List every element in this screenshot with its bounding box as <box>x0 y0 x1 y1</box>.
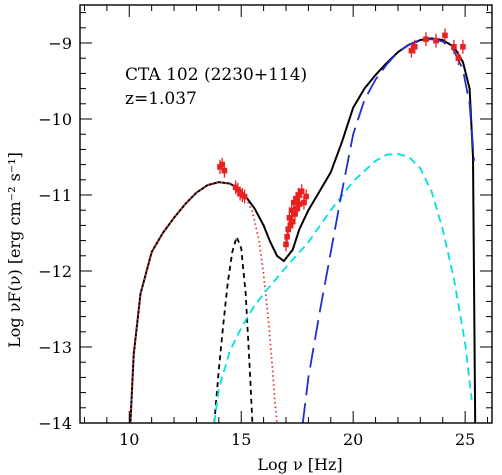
data-point-24 <box>303 193 309 200</box>
data-point-19 <box>294 205 300 212</box>
data-point-22 <box>298 188 305 194</box>
data-point-28 <box>433 37 439 44</box>
x-tick-label: 10 <box>119 430 139 449</box>
y-tick-label: −9 <box>48 34 72 53</box>
model-curves <box>129 37 477 424</box>
x-tick-label: 15 <box>231 430 251 449</box>
data-point-13 <box>287 222 294 229</box>
data-point-16 <box>291 199 297 206</box>
y-tick-label: −14 <box>38 414 72 433</box>
x-tick-label: 25 <box>455 430 475 449</box>
data-point-20 <box>295 192 302 198</box>
data-point-10 <box>284 234 290 240</box>
data-point-29 <box>442 32 448 39</box>
data-point-17 <box>292 211 298 217</box>
data-point-23 <box>301 199 307 206</box>
data-point-8 <box>241 193 248 200</box>
series-line-4 <box>213 153 473 424</box>
data-point-3 <box>221 167 228 174</box>
y-tick-label: −10 <box>38 110 72 129</box>
y-axis-label: Log νF(ν) [erg cm⁻² s⁻¹] <box>5 152 24 348</box>
y-tick-label: −13 <box>38 338 72 357</box>
data-point-14 <box>288 207 295 213</box>
data-point-5 <box>235 186 241 193</box>
data-point-31 <box>455 55 462 61</box>
data-point-25 <box>408 47 415 54</box>
data-point-2 <box>219 161 225 168</box>
annotation-source: CTA 102 (2230+114) <box>125 65 307 85</box>
x-axis-label: Log ν [Hz] <box>257 455 342 474</box>
x-tick-label: 20 <box>343 430 363 449</box>
data-point-30 <box>451 44 457 50</box>
y-tick-label: −12 <box>38 262 72 281</box>
data-point-26 <box>411 44 418 50</box>
data-point-12 <box>286 215 293 221</box>
data-point-21 <box>296 201 303 207</box>
observed-points <box>217 28 466 252</box>
y-tick-label: −11 <box>38 186 72 205</box>
series-line-2 <box>129 181 278 424</box>
data-point-32 <box>460 44 466 50</box>
data-point-11 <box>285 226 292 232</box>
series-line-3 <box>213 235 254 424</box>
data-point-15 <box>289 218 296 225</box>
data-point-9 <box>283 241 289 248</box>
axis-ticks: 10 15 20 25 −14 −13 −12 −11 −10 −9 <box>38 5 492 449</box>
series-line-5 <box>301 38 475 424</box>
data-point-18 <box>293 196 299 202</box>
annotation-redshift: z=1.037 <box>125 89 197 109</box>
data-point-27 <box>423 36 429 42</box>
